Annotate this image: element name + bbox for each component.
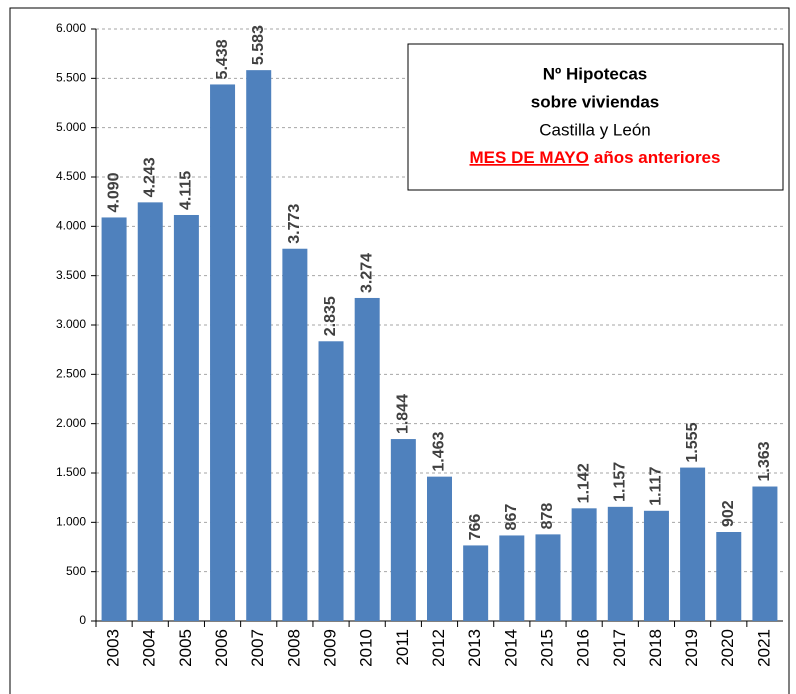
x-tick-label: 2009 xyxy=(321,629,340,667)
bar xyxy=(607,506,633,621)
bar xyxy=(210,84,236,621)
bar xyxy=(173,214,199,621)
value-label: 1.844 xyxy=(395,394,412,434)
x-tick-label: 2021 xyxy=(754,629,773,667)
x-tick-label: 2008 xyxy=(284,629,303,667)
x-tick-label: 2020 xyxy=(718,629,737,667)
x-tick-label: 2014 xyxy=(501,629,520,667)
x-tick-label: 2007 xyxy=(248,629,267,667)
bar xyxy=(499,535,525,621)
x-tick-label: 2004 xyxy=(140,629,159,667)
y-tick-label: 5.000 xyxy=(56,120,86,134)
bar xyxy=(137,202,163,621)
x-tick-label: 2017 xyxy=(610,629,629,667)
bar xyxy=(246,70,272,622)
bar xyxy=(101,217,127,621)
bar xyxy=(571,508,597,621)
value-label: 1.142 xyxy=(575,463,592,503)
x-tick-label: 2006 xyxy=(212,629,231,667)
x-tick-label: 2019 xyxy=(682,629,701,667)
subtitle: Castilla y León xyxy=(539,120,651,139)
value-label: 3.773 xyxy=(286,204,303,244)
value-label: 4.243 xyxy=(141,157,158,197)
bar xyxy=(535,534,561,621)
y-tick-label: 2.000 xyxy=(56,416,86,430)
y-tick-label: 6.000 xyxy=(56,21,86,35)
value-label: 2.835 xyxy=(322,296,339,336)
x-tick-label: 2013 xyxy=(465,629,484,667)
bar xyxy=(354,297,380,621)
value-label: 5.583 xyxy=(250,25,267,65)
y-tick-label: 500 xyxy=(66,564,86,578)
bar xyxy=(752,486,778,621)
bar xyxy=(427,476,452,621)
chart-title: sobre viviendas xyxy=(531,92,660,111)
value-label: 766 xyxy=(467,514,484,541)
value-label: 1.117 xyxy=(648,467,665,506)
value-label: 1.555 xyxy=(684,422,701,462)
x-tick-label: 2016 xyxy=(574,629,593,667)
value-label: 902 xyxy=(720,500,737,527)
y-tick-label: 3.000 xyxy=(56,317,86,331)
title-box xyxy=(407,43,784,191)
x-tick-label: 2010 xyxy=(357,629,376,667)
y-tick-label: 1.500 xyxy=(56,465,86,479)
bar xyxy=(680,467,706,621)
bar xyxy=(282,248,308,622)
value-label: 5.438 xyxy=(214,39,231,79)
y-tick-label: 2.500 xyxy=(56,367,86,381)
chart-title: Nº Hipotecas xyxy=(543,64,647,83)
value-label: 4.090 xyxy=(105,172,122,212)
bar xyxy=(716,532,742,621)
x-tick-label: 2018 xyxy=(646,629,665,667)
bar xyxy=(463,545,489,621)
x-tick-label: 2011 xyxy=(393,629,412,666)
value-label: 878 xyxy=(539,503,556,530)
bar xyxy=(643,510,669,621)
x-tick-label: 2005 xyxy=(176,629,195,667)
annotation-highlight: MES DE MAYO xyxy=(470,148,589,167)
y-tick-label: 0 xyxy=(79,613,86,627)
bar xyxy=(318,341,344,621)
plot: 0 500 1.000 1.500 2.000 2.500 3.000 3.500 4.000 4… xyxy=(56,21,783,667)
value-label: 4.115 xyxy=(178,171,195,210)
y-tick-label: 5.500 xyxy=(56,71,86,85)
y-tick-label: 4.000 xyxy=(56,219,86,233)
value-label: 1.157 xyxy=(612,462,629,502)
y-tick-label: 4.500 xyxy=(56,169,86,183)
value-label: 867 xyxy=(503,504,520,531)
value-label: 1.463 xyxy=(431,432,448,472)
x-tick-label: 2012 xyxy=(429,629,448,667)
y-tick-label: 1.000 xyxy=(56,515,86,529)
y-tick-label: 3.500 xyxy=(56,268,86,282)
x-tick-label: 2015 xyxy=(537,629,556,667)
annotation: MES DE MAYO años anteriores xyxy=(470,148,721,167)
bar xyxy=(390,439,416,621)
value-label: 3.274 xyxy=(358,253,375,293)
value-label: 1.363 xyxy=(756,441,773,481)
annotation-text: años anteriores xyxy=(594,148,721,167)
x-tick-label: 2003 xyxy=(104,629,123,667)
